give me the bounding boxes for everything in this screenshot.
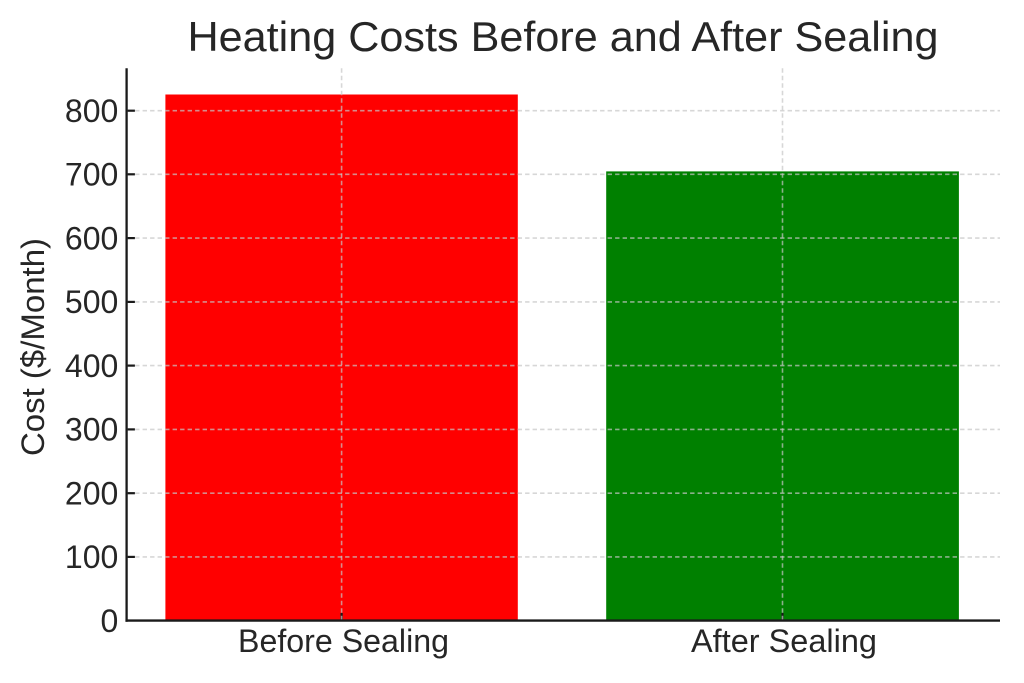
svg-text:Cost ($/Month): Cost ($/Month): [15, 238, 51, 456]
svg-text:300: 300: [65, 412, 118, 448]
svg-text:500: 500: [65, 284, 118, 320]
svg-text:Heating Costs Before and After: Heating Costs Before and After Sealing: [188, 13, 939, 60]
svg-text:After Sealing: After Sealing: [691, 623, 877, 659]
svg-text:600: 600: [65, 220, 118, 256]
svg-text:200: 200: [65, 476, 118, 512]
svg-text:Before Sealing: Before Sealing: [238, 623, 449, 659]
svg-text:800: 800: [65, 93, 118, 129]
svg-text:0: 0: [101, 603, 119, 639]
svg-text:700: 700: [65, 157, 118, 193]
svg-text:100: 100: [65, 539, 118, 575]
svg-text:400: 400: [65, 348, 118, 384]
